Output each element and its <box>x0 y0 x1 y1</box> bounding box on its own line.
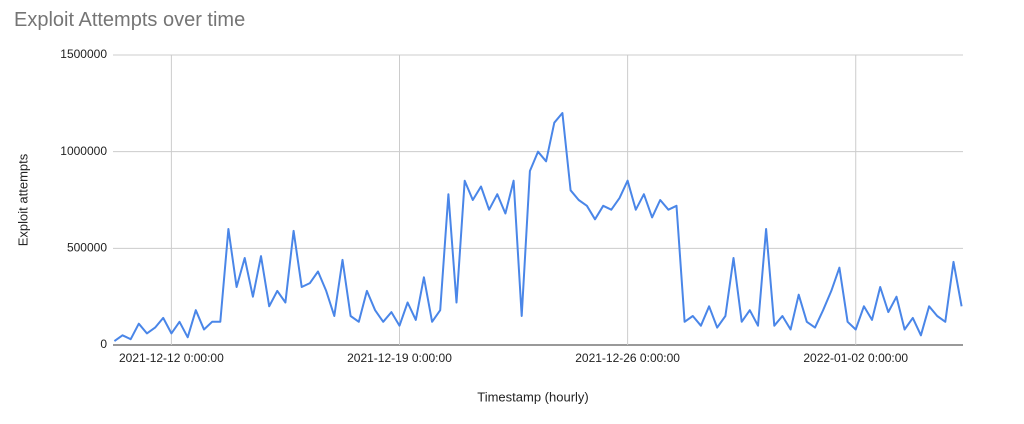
chart-title: Exploit Attempts over time <box>14 9 245 31</box>
x-tick-label: 2021-12-26 0:00:00 <box>575 351 680 365</box>
x-tick-label: 2021-12-12 0:00:00 <box>119 351 224 365</box>
x-tick-label: 2021-12-19 0:00:00 <box>347 351 452 365</box>
y-tick-label: 1000000 <box>60 144 107 158</box>
y-tick-label: 1500000 <box>60 47 107 61</box>
x-tick-label: 2022-01-02 0:00:00 <box>803 351 908 365</box>
x-axis-title: Timestamp (hourly) <box>477 389 588 404</box>
y-tick-label: 0 <box>100 337 107 351</box>
data-line <box>113 112 963 342</box>
y-axis-title: Exploit attempts <box>15 153 30 246</box>
y-tick-label: 500000 <box>67 241 107 255</box>
